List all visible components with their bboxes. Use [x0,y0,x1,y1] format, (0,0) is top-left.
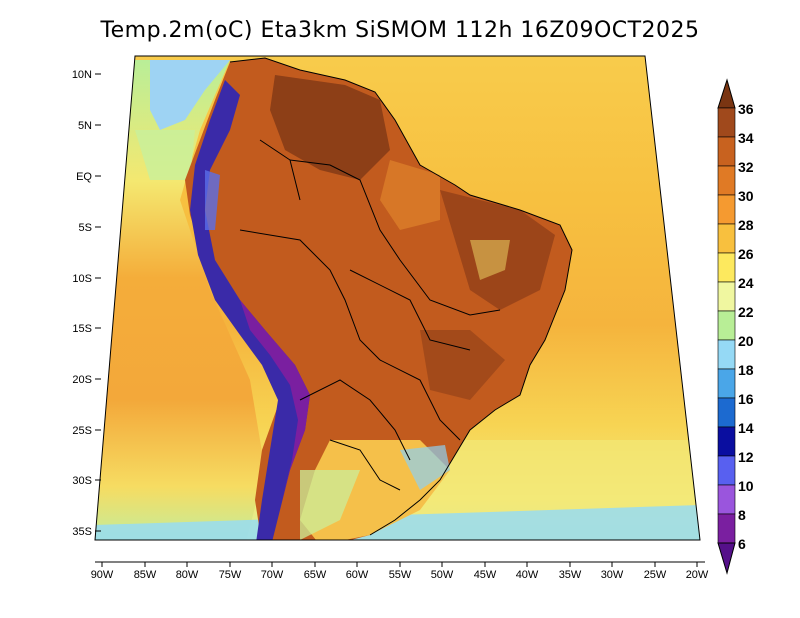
colorbar: 36 34 32 30 28 26 24 22 20 18 16 14 12 1… [717,78,754,575]
colorbar-label: 8 [738,507,746,523]
lon-label: 70W [261,569,284,581]
colorbar-label: 22 [738,304,754,320]
colorbar-label: 28 [738,217,754,233]
lat-label: 20S [72,374,92,386]
colorbar-swatch [717,513,736,544]
colorbar-swatch [717,368,736,399]
lat-label: 10S [72,273,92,285]
south-land-cool [300,470,360,540]
lat-label: 15S [72,323,92,335]
colorbar-arrow-top [717,78,736,109]
andes-coldest [240,300,310,500]
colorbar-label: 10 [738,478,754,494]
colorbar-swatch [717,194,736,225]
lon-label: 65W [304,569,327,581]
map-title: Temp.2m(oC) Eta3km SiSMOM 112h 16Z09OCT2… [100,18,700,43]
lon-label: 55W [389,569,412,581]
colorbar-swatch [717,165,736,196]
map-frame [94,55,701,541]
colorbar-label: 18 [738,362,754,378]
pacific-ocean [95,60,265,540]
latitude-axis: 10N 5N EQ 5S 10S 15S 20S 25S 30S 35S [72,69,101,538]
lon-label: 30W [601,569,624,581]
lat-label: 10N [72,69,92,81]
lon-label: 25W [644,569,667,581]
colorbar-label: 16 [738,391,754,407]
colorbar-swatch [717,339,736,370]
colorbar-swatch [717,136,736,167]
lat-label: 30S [72,475,92,487]
colorbar-swatch [717,310,736,341]
colorbar-label: 14 [738,420,754,436]
south-highlands-cool [400,445,450,490]
colorbar-swatch [717,397,736,428]
lon-label: 40W [516,569,539,581]
colorbar-swatch [717,455,736,486]
warm-patch-2 [470,240,510,280]
colorbar-swatch [717,223,736,254]
colorbar-label: 6 [738,536,746,552]
lat-label: EQ [76,171,92,183]
lon-label: 35W [559,569,582,581]
lon-label: 75W [219,569,242,581]
map-field [95,56,700,540]
warm-patch-1 [380,160,440,230]
longitude-axis: 90W 85W 80W 75W 70W 65W 60W 55W 50W 45W … [91,561,709,581]
lat-label: 5N [78,120,92,132]
colorbar-label: 20 [738,333,754,349]
colorbar-swatch [717,484,736,515]
lat-label: 25S [72,425,92,437]
lon-label: 85W [134,569,157,581]
lon-label: 20W [686,569,709,581]
lon-label: 80W [176,569,199,581]
colorbar-arrow-bottom [717,542,736,575]
caribbean-cool-area [150,60,230,130]
lon-label: 60W [346,569,369,581]
lon-label: 90W [91,569,114,581]
colorbar-swatch [717,281,736,312]
hot-core-central [420,330,505,400]
lon-label: 45W [474,569,497,581]
hot-core-north [270,75,390,180]
colorbar-label: 24 [738,275,754,291]
eq-pacific-cool-area [135,130,195,180]
southern-cool-band [95,505,700,540]
colorbar-swatch [717,252,736,283]
colorbar-label: 12 [738,449,754,465]
country-borders [229,57,573,536]
colorbar-label: 32 [738,159,754,175]
lat-label: 35S [72,526,92,538]
colorbar-label: 30 [738,188,754,204]
colorbar-label: 36 [738,101,754,117]
lat-label: 5S [79,222,92,234]
colorbar-swatch [717,426,736,457]
colorbar-label: 34 [738,130,754,146]
colorbar-label: 26 [738,246,754,262]
andes-north-mid [205,170,220,230]
lon-label: 50W [431,569,454,581]
colorbar-swatch [717,107,736,138]
